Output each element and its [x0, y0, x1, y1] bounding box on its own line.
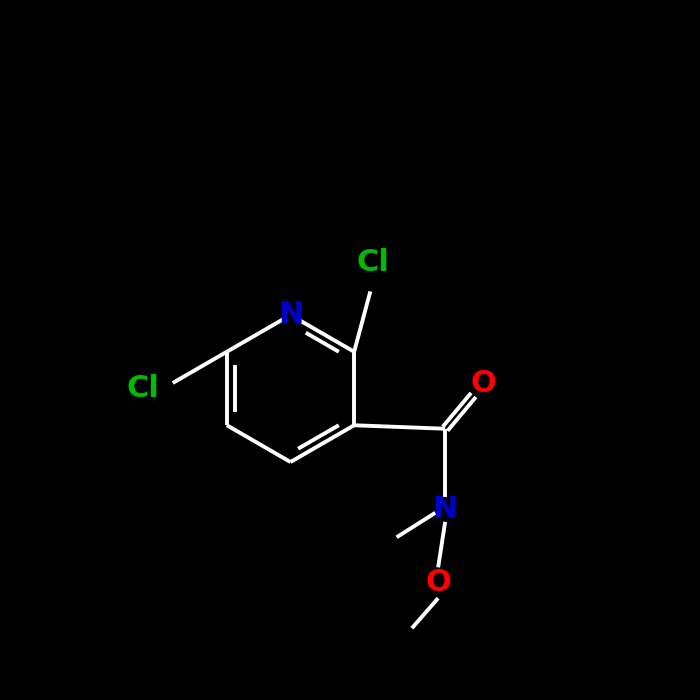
- Text: Cl: Cl: [127, 374, 160, 403]
- Text: O: O: [470, 369, 496, 398]
- Text: N: N: [278, 300, 303, 330]
- Text: Cl: Cl: [357, 248, 390, 277]
- Text: O: O: [425, 568, 451, 597]
- Text: N: N: [433, 495, 458, 524]
